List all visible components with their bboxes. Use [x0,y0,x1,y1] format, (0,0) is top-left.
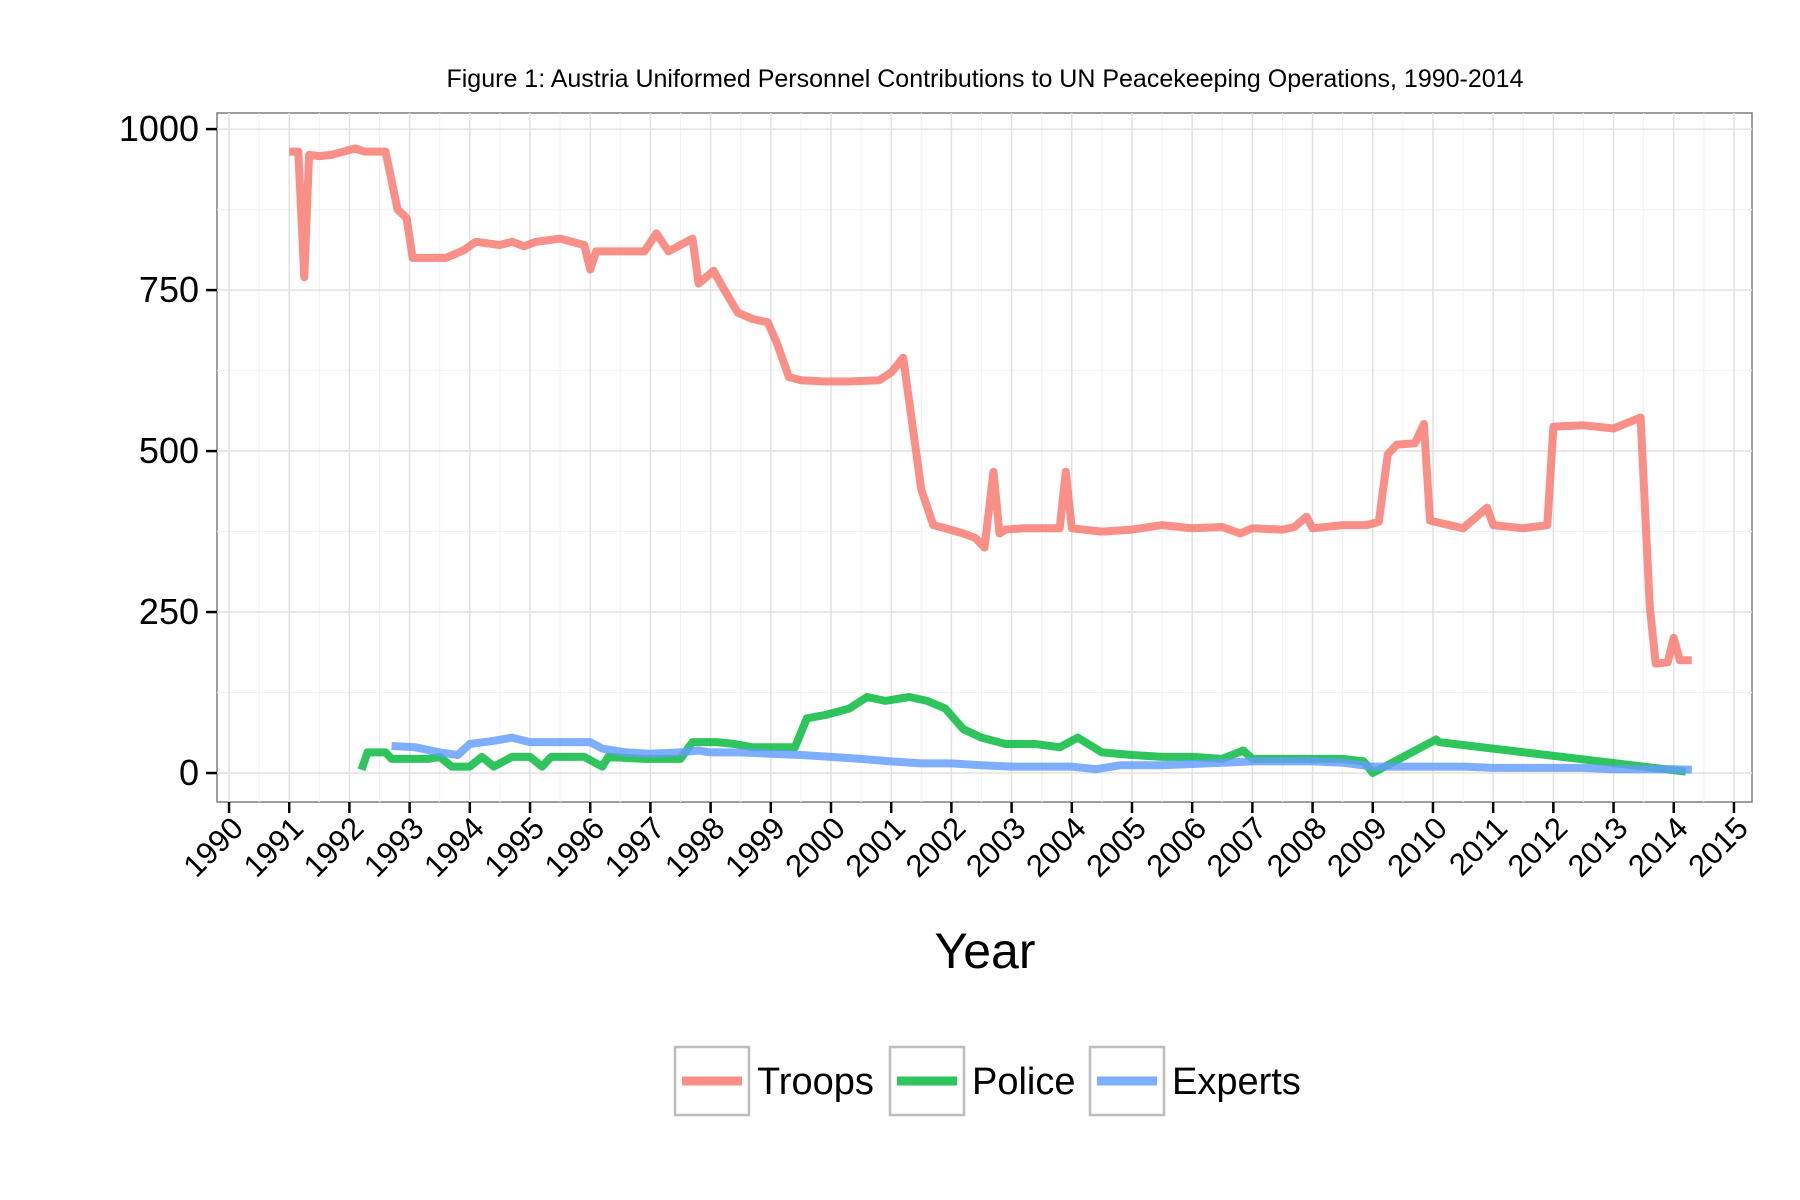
legend: Troops Police Experts [673,1045,1301,1117]
y-tick-label: 1000 [119,108,199,149]
series-layer [289,144,1692,777]
legend-label-police: Police [972,1061,1076,1103]
x-tick-label: 1993 [357,810,431,884]
x-tick-label: 2008 [1260,810,1334,884]
grid-minor [217,113,1752,802]
series-line-police [357,693,1687,777]
series-line-troops [289,144,1692,668]
x-tick-label: 2010 [1380,810,1454,884]
y-tick-label: 750 [139,269,199,310]
chart-title: Figure 1: Austria Uniformed Personnel Co… [446,65,1523,93]
legend-label-experts: Experts [1172,1061,1301,1103]
x-tick-label: 1999 [718,810,792,884]
x-tick-label: 1996 [538,810,612,884]
grid-major [217,113,1752,802]
x-tick-label: 2014 [1621,810,1695,884]
x-tick-label: 2000 [778,810,852,884]
x-tick-label: 2006 [1140,810,1214,884]
legend-label-troops: Troops [757,1061,874,1103]
x-tick-label: 1990 [176,810,250,884]
x-tick-label: 2015 [1681,810,1755,884]
x-tick-label: 2013 [1561,810,1635,884]
y-axis: 0 250 500 750 1000 [119,108,217,793]
x-tick-label: 2001 [839,810,913,884]
x-tick-label: 1995 [477,810,551,884]
x-tick-label: 2005 [1079,810,1153,884]
x-axis: 1990199119921993199419951996199719981999… [176,802,1755,884]
x-tick-label: 1992 [297,810,371,884]
x-tick-label: 1997 [598,810,672,884]
x-tick-label: 1998 [658,810,732,884]
plot-panel [216,112,1753,803]
x-tick-label: 2004 [1019,810,1093,884]
x-axis-label: Year [934,923,1035,979]
series-line-experts [391,733,1692,774]
y-tick-label: 250 [139,591,199,632]
y-tick-label: 0 [179,752,199,793]
x-tick-label: 2002 [899,810,973,884]
x-tick-label: 2003 [959,810,1033,884]
x-tick-label: 2007 [1200,810,1274,884]
x-tick-label: 1991 [237,810,311,884]
y-tick-label: 500 [139,430,199,471]
x-tick-label: 2009 [1320,810,1394,884]
x-tick-label: 2011 [1442,810,1514,882]
x-tick-label: 1994 [417,810,491,884]
x-tick-label: 2012 [1501,810,1575,884]
